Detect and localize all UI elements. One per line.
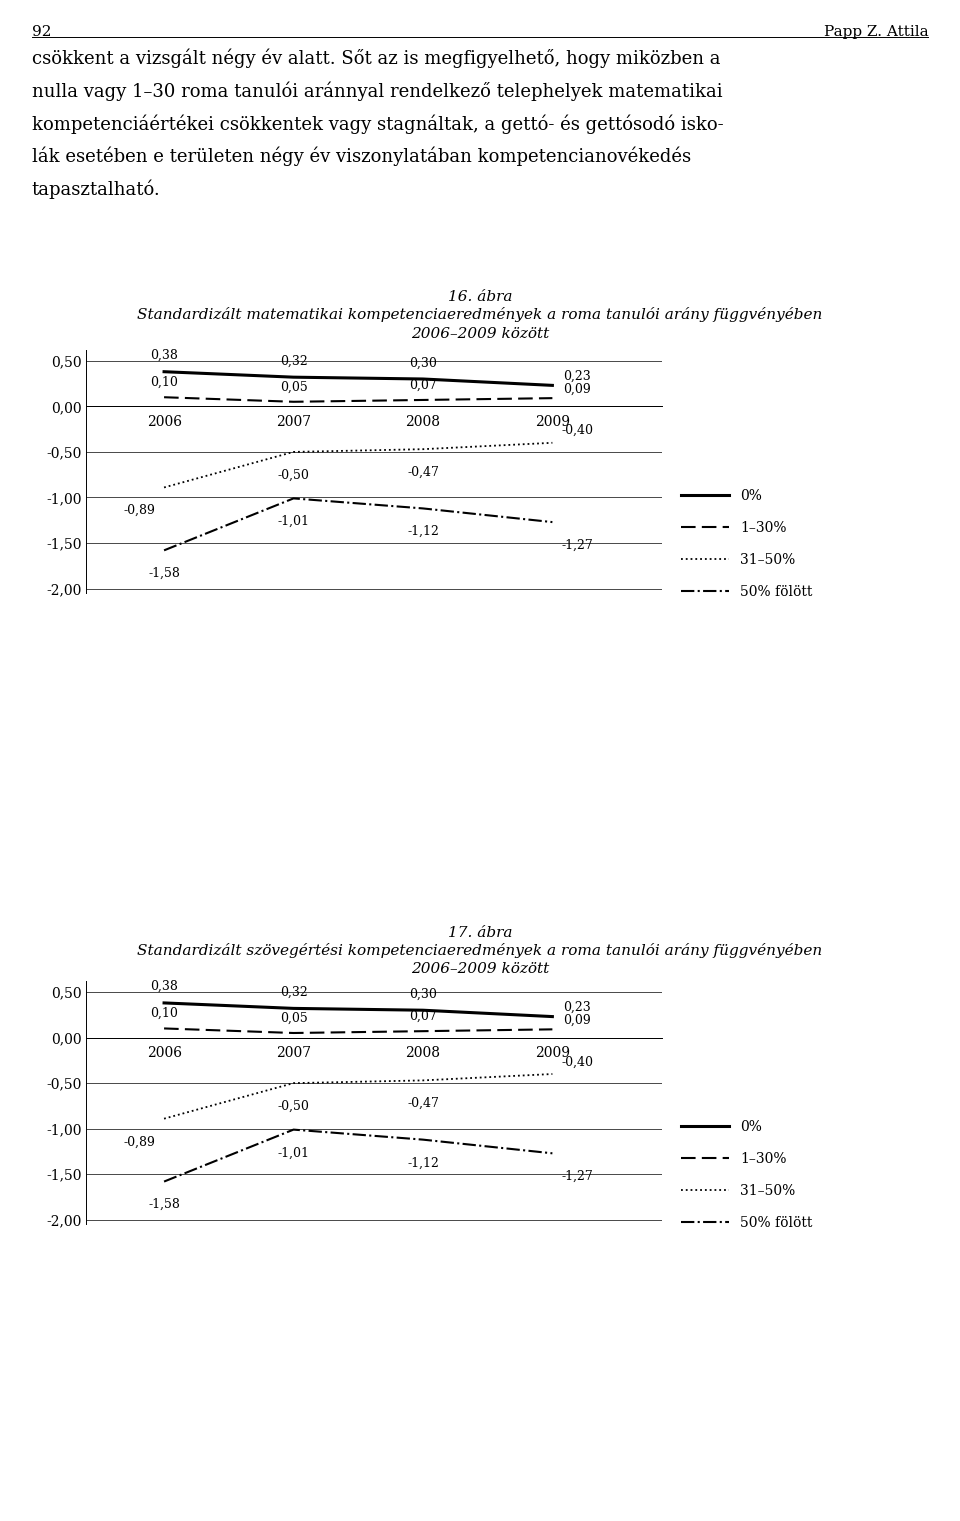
Text: 2008: 2008 [405, 415, 441, 429]
Text: 2006: 2006 [147, 415, 181, 429]
Text: -1,58: -1,58 [148, 1199, 180, 1211]
Text: 0,32: 0,32 [279, 354, 307, 368]
Text: 0,38: 0,38 [150, 980, 178, 993]
Text: 92: 92 [32, 24, 51, 40]
Text: -1,01: -1,01 [277, 516, 309, 528]
Text: -0,47: -0,47 [407, 465, 439, 479]
Text: 2006–2009 között: 2006–2009 között [411, 963, 549, 976]
Text: 2006–2009 között: 2006–2009 között [411, 327, 549, 341]
Text: 2009: 2009 [535, 415, 570, 429]
Text: 0,05: 0,05 [279, 380, 307, 394]
Text: 0,30: 0,30 [409, 356, 437, 370]
Text: 0,07: 0,07 [409, 379, 437, 391]
Text: -0,40: -0,40 [562, 1056, 593, 1068]
Text: Standardizált matematikai kompetenciaeredmények a roma tanulói arány függvényébe: Standardizált matematikai kompetenciaere… [137, 307, 823, 322]
Text: -1,27: -1,27 [562, 538, 593, 552]
Text: 2007: 2007 [276, 415, 311, 429]
Text: -0,89: -0,89 [123, 503, 155, 517]
Text: 0,10: 0,10 [150, 376, 178, 389]
Text: 2007: 2007 [276, 1046, 311, 1060]
Text: 16. ábra: 16. ábra [447, 291, 513, 304]
Text: -1,27: -1,27 [562, 1170, 593, 1183]
Text: csökkent a vizsgált négy év alatt. Sőt az is megfigyelhető, hogy miközben a: csökkent a vizsgált négy év alatt. Sőt a… [32, 49, 720, 68]
Text: lák esetében e területen négy év viszonylatában kompetencianovékedés: lák esetében e területen négy év viszony… [32, 146, 691, 166]
Text: -0,47: -0,47 [407, 1097, 439, 1110]
Text: 0,32: 0,32 [279, 986, 307, 999]
Legend: 0%, 1–30%, 31–50%, 50% fölött: 0%, 1–30%, 31–50%, 50% fölött [675, 484, 818, 605]
Text: -1,58: -1,58 [148, 567, 180, 580]
Text: -0,89: -0,89 [123, 1135, 155, 1148]
Legend: 0%, 1–30%, 31–50%, 50% fölött: 0%, 1–30%, 31–50%, 50% fölött [675, 1115, 818, 1237]
Text: 0,38: 0,38 [150, 348, 178, 362]
Text: 0,23: 0,23 [564, 1001, 591, 1015]
Text: 2009: 2009 [535, 1046, 570, 1060]
Text: -0,50: -0,50 [277, 468, 309, 482]
Text: tapasztalható.: tapasztalható. [32, 179, 160, 199]
Text: -1,01: -1,01 [277, 1147, 309, 1159]
Text: 0,10: 0,10 [150, 1007, 178, 1021]
Text: 0,09: 0,09 [564, 1013, 591, 1027]
Text: nulla vagy 1–30 roma tanulói aránnyal rendelkező telephelyek matematikai: nulla vagy 1–30 roma tanulói aránnyal re… [32, 81, 722, 100]
Text: -1,12: -1,12 [407, 1156, 439, 1170]
Text: kompetenciáértékei csökkentek vagy stagnáltak, a gettó- és gettósodó isko-: kompetenciáértékei csökkentek vagy stagn… [32, 114, 723, 134]
Text: 0,30: 0,30 [409, 987, 437, 1001]
Text: 2006: 2006 [147, 1046, 181, 1060]
Text: Standardizált szövegértési kompetenciaeredmények a roma tanulói arány függvényéb: Standardizált szövegértési kompetenciaer… [137, 943, 823, 958]
Text: 17. ábra: 17. ábra [447, 926, 513, 940]
Text: 0,07: 0,07 [409, 1010, 437, 1022]
Text: -0,50: -0,50 [277, 1100, 309, 1113]
Text: Papp Z. Attila: Papp Z. Attila [824, 24, 928, 40]
Text: -0,40: -0,40 [562, 424, 593, 437]
Text: -1,12: -1,12 [407, 525, 439, 538]
Text: 0,23: 0,23 [564, 370, 591, 383]
Text: 2008: 2008 [405, 1046, 441, 1060]
Text: 0,09: 0,09 [564, 382, 591, 395]
Text: 0,05: 0,05 [279, 1011, 307, 1025]
